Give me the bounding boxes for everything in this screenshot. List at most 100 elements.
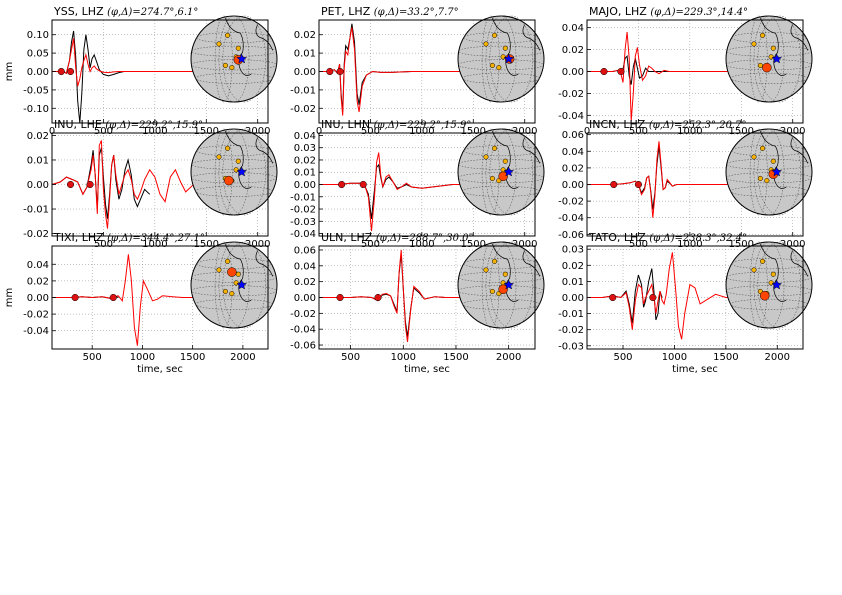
station-marker: [492, 145, 498, 151]
station-name: YSS, LHZ: [53, 5, 107, 18]
x-tick-label: 500: [361, 239, 380, 250]
globe-coastline: [255, 250, 274, 277]
globe-parallel: [195, 72, 273, 84]
selected-station-marker: [498, 284, 508, 295]
station-marker: [770, 271, 776, 277]
y-tick-label: 0.01: [562, 277, 584, 288]
globe-parallel: [196, 32, 272, 44]
station-marker: [500, 280, 506, 286]
waveform-synthetic: [587, 252, 778, 340]
station-marker: [757, 62, 763, 68]
phase-pick-marker: [338, 180, 346, 189]
station-params: (φ,Δ)=229.3°,14.4°: [650, 7, 748, 18]
y-tick-label: 0.02: [562, 261, 584, 272]
x-tick-label: 1500: [461, 239, 486, 250]
epicenter-star-icon: [771, 166, 783, 177]
station-marker: [496, 65, 502, 71]
waveform-observed: [587, 146, 742, 210]
y-tick-label: 0.06: [562, 130, 584, 141]
phase-pick-marker: [57, 67, 65, 76]
globe-meridian: [218, 241, 250, 329]
globe-meridian: [489, 15, 534, 103]
phase-pick-marker: [609, 293, 617, 302]
station-marker: [770, 45, 776, 51]
globe-disk: [457, 15, 545, 103]
station-marker: [229, 65, 235, 71]
y-tick-label: 0.04: [562, 23, 584, 34]
phase-pick-marker: [71, 293, 79, 302]
x-tick-label: 2000: [512, 126, 537, 137]
epicenter-star-icon: [236, 279, 248, 290]
station-marker: [233, 280, 239, 286]
seismogram-panel: 0 500 1000 1500 2000 0.10 0.05 0.00 -0.05 -0.10 YS…: [4, 5, 278, 137]
y-tick-label: 0.05: [27, 49, 49, 60]
globe-parallel: [730, 72, 808, 84]
station-marker: [502, 45, 508, 51]
station-name: INU, LHE: [54, 118, 105, 131]
globe-meridian: [481, 128, 500, 216]
panel-title: INU, LHN (φ,Δ)=229.2°,15.9°: [321, 118, 471, 131]
y-tick-label: -0.04: [558, 111, 584, 122]
x-axis-label: time, sec: [137, 364, 183, 375]
globe-meridian: [485, 241, 517, 329]
y-tick-label: 0.03: [294, 143, 316, 154]
globe-parallel: [462, 298, 540, 310]
globe-coastline: [225, 18, 252, 76]
epicenter-star-icon: [503, 166, 515, 177]
y-tick-label: -0.02: [558, 197, 584, 208]
panel-title: TIXI, LHZ (φ,Δ)=344.4°,27.1°: [53, 231, 205, 244]
y-tick-label: -0.05: [23, 85, 49, 96]
globe-meridian: [214, 15, 233, 103]
y-tick-label: 0.04: [294, 261, 316, 272]
seismogram-panel: 500 1000 1500 2000 0.03 0.02 0.01 0.00 -0.01 -0.0…: [558, 231, 813, 375]
y-tick-label: 0.00: [562, 180, 584, 191]
station-marker: [225, 32, 231, 38]
x-tick-label: 1000: [391, 352, 416, 363]
x-tick-label: 1500: [729, 126, 754, 137]
globe-disk: [725, 15, 813, 103]
globe-coastline: [790, 24, 809, 51]
x-tick-label: 1000: [662, 352, 687, 363]
y-tick-label: -0.01: [290, 192, 316, 203]
y-tick-label: 0.00: [27, 293, 49, 304]
globe-parallel: [462, 72, 540, 84]
globe-parallel: [731, 32, 807, 44]
x-tick-label: 1500: [180, 352, 205, 363]
globe-meridian: [485, 128, 517, 216]
x-tick-label: 1500: [461, 126, 486, 137]
globe-disk: [725, 241, 813, 329]
x-tick-label: 2000: [765, 352, 790, 363]
globe-coastline: [522, 24, 541, 51]
seismogram-panel: 500 1000 1500 2000 0.06 0.04 0.02 0.00 -0.02 -0.0…: [290, 231, 545, 375]
station-marker: [483, 41, 489, 47]
y-tick-label: -0.02: [23, 310, 49, 321]
globe-meridian: [214, 241, 233, 329]
globe-meridian: [753, 241, 785, 329]
y-tick-label: 0.00: [562, 293, 584, 304]
x-tick-label: 2000: [780, 239, 805, 250]
x-tick-label: 500: [94, 126, 113, 137]
station-marker: [751, 154, 757, 160]
y-tick-label: 0.01: [294, 49, 316, 60]
station-marker: [751, 41, 757, 47]
globe-coastline: [255, 137, 274, 164]
globe-coastline: [522, 250, 541, 277]
station-marker: [225, 258, 231, 264]
selected-station-marker: [762, 62, 772, 73]
epicenter-star-icon: [503, 53, 515, 64]
seismogram-panel: 500 1000 1500 2000 0.040.030.02 0.010.00-0.01…: [290, 118, 545, 250]
station-marker: [500, 167, 506, 173]
station-marker: [760, 145, 766, 151]
y-axis-label: mm: [4, 288, 15, 307]
station-name: ULN, LHZ: [321, 231, 376, 244]
globe-coastline: [492, 18, 519, 76]
globe-meridian: [753, 15, 785, 103]
station-params: (φ,Δ)=229.2°,15.9°: [105, 120, 203, 131]
phase-pick-marker: [86, 180, 94, 189]
globe-meridian: [757, 15, 802, 103]
y-tick-label: 0.00: [294, 293, 316, 304]
phase-pick-marker: [649, 293, 657, 302]
waveform-observed: [52, 30, 186, 124]
selected-station-marker: [227, 267, 237, 277]
y-tick-label: 0.06: [294, 245, 316, 256]
